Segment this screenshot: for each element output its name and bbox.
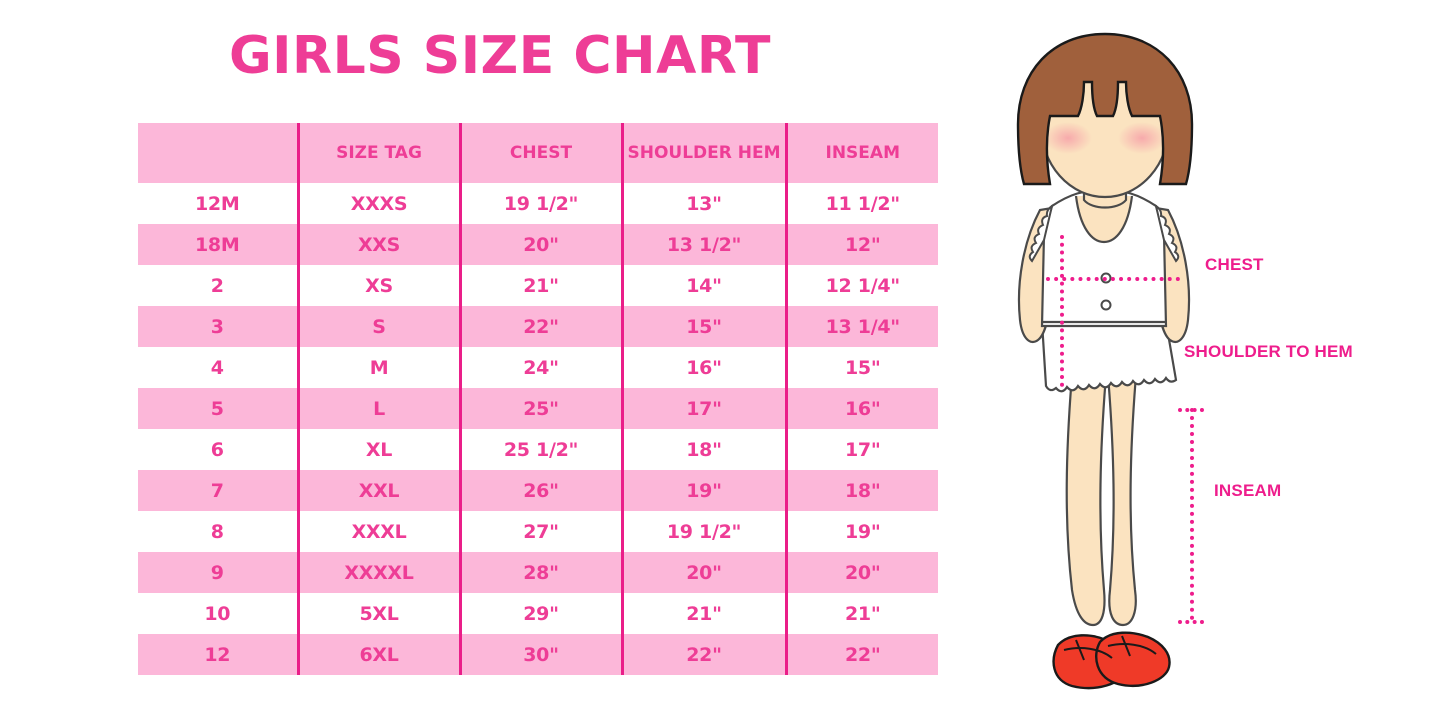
measurement-label-shoulder-to-hem: SHOULDER TO HEM (1184, 342, 1353, 361)
cell-size: 12 (138, 634, 298, 675)
cell-shoulder-hem: 16" (620, 347, 786, 388)
page-title: GIRLS SIZE CHART (229, 26, 771, 86)
cell-shoulder-hem: 13" (620, 183, 786, 224)
cell-shoulder-hem: 17" (620, 388, 786, 429)
cell-size: 8 (138, 511, 298, 552)
cell-size: 10 (138, 593, 298, 634)
cell-chest: 21" (458, 265, 622, 306)
cell-chest: 25 1/2" (458, 429, 622, 470)
table-row: 12 6XL 30" 22" 22" (138, 634, 938, 675)
cell-shoulder-hem: 19" (620, 470, 786, 511)
cell-size: 2 (138, 265, 298, 306)
cell-size-tag: XS (296, 265, 460, 306)
blush-left (1044, 122, 1092, 154)
cell-size: 5 (138, 388, 298, 429)
column-header-chest: CHEST (458, 123, 622, 183)
cell-size-tag: S (296, 306, 460, 347)
table-row: 7 XXL 26" 19" 18" (138, 470, 938, 511)
table-row: 18M XXS 20" 13 1/2" 12" (138, 224, 938, 265)
cell-inseam: 12" (784, 224, 938, 265)
cell-inseam: 19" (784, 511, 938, 552)
cell-size-tag: L (296, 388, 460, 429)
cell-inseam: 18" (784, 470, 938, 511)
cell-size: 9 (138, 552, 298, 593)
table-row: 4 M 24" 16" 15" (138, 347, 938, 388)
cell-size-tag: 6XL (296, 634, 460, 675)
table-row: 8 XXXL 27" 19 1/2" 19" (138, 511, 938, 552)
column-header-inseam: INSEAM (784, 123, 938, 183)
cell-chest: 24" (458, 347, 622, 388)
table-body: 12M XXXS 19 1/2" 13" 11 1/2" 18M XXS 20" 13 1/2"… (138, 183, 938, 675)
chest-guide-horizontal (1046, 277, 1180, 281)
table-header: SIZE TAG CHEST SHOULDER HEM INSEAM (138, 123, 938, 183)
inseam-guide-vertical (1190, 408, 1194, 620)
cell-chest: 30" (458, 634, 622, 675)
column-header-shoulder-hem: SHOULDER HEM (620, 123, 786, 183)
cell-chest: 20" (458, 224, 622, 265)
cell-inseam: 21" (784, 593, 938, 634)
cell-size-tag: XXXXL (296, 552, 460, 593)
cell-chest: 29" (458, 593, 622, 634)
table-row: 2 XS 21" 14" 12 1/4" (138, 265, 938, 306)
cell-chest: 28" (458, 552, 622, 593)
cell-size: 18M (138, 224, 298, 265)
table-row: 3 S 22" 15" 13 1/4" (138, 306, 938, 347)
column-header-size (138, 123, 298, 183)
table-row: 9 XXXXL 28" 20" 20" (138, 552, 938, 593)
cell-size-tag: XXS (296, 224, 460, 265)
cell-inseam: 13 1/4" (784, 306, 938, 347)
cell-size: 3 (138, 306, 298, 347)
button-icon (1100, 299, 1112, 311)
skirt (1040, 320, 1178, 393)
cell-shoulder-hem: 13 1/2" (620, 224, 786, 265)
cell-inseam: 16" (784, 388, 938, 429)
cell-inseam: 15" (784, 347, 938, 388)
cell-size-tag: XXL (296, 470, 460, 511)
cell-shoulder-hem: 14" (620, 265, 786, 306)
cell-size-tag: 5XL (296, 593, 460, 634)
cell-shoulder-hem: 22" (620, 634, 786, 675)
cell-chest: 25" (458, 388, 622, 429)
girl-illustration (1016, 32, 1194, 690)
table-header-row: SIZE TAG CHEST SHOULDER HEM INSEAM (138, 123, 938, 183)
cell-size: 12M (138, 183, 298, 224)
cell-size-tag: M (296, 347, 460, 388)
cell-inseam: 12 1/4" (784, 265, 938, 306)
cell-shoulder-hem: 19 1/2" (620, 511, 786, 552)
cell-size-tag: XXXL (296, 511, 460, 552)
inseam-guide-cap-top (1178, 408, 1204, 412)
table-row: 6 XL 25 1/2" 18" 17" (138, 429, 938, 470)
table-row: 12M XXXS 19 1/2" 13" 11 1/2" (138, 183, 938, 224)
cell-size: 7 (138, 470, 298, 511)
column-header-size-tag: SIZE TAG (296, 123, 460, 183)
cell-shoulder-hem: 20" (620, 552, 786, 593)
hair (1016, 32, 1194, 186)
top-garment (1028, 188, 1180, 328)
cell-shoulder-hem: 18" (620, 429, 786, 470)
size-chart-table: SIZE TAG CHEST SHOULDER HEM INSEAM 12M XX… (138, 123, 938, 675)
cell-chest: 22" (458, 306, 622, 347)
cell-size: 6 (138, 429, 298, 470)
cell-size-tag: XXXS (296, 183, 460, 224)
cell-size-tag: XL (296, 429, 460, 470)
cell-inseam: 20" (784, 552, 938, 593)
cell-chest: 26" (458, 470, 622, 511)
shoes (1052, 631, 1171, 690)
legs (1065, 373, 1138, 627)
cell-shoulder-hem: 21" (620, 593, 786, 634)
cell-inseam: 17" (784, 429, 938, 470)
measurement-label-inseam: INSEAM (1214, 481, 1282, 500)
cell-inseam: 11 1/2" (784, 183, 938, 224)
measurement-label-chest: CHEST (1205, 255, 1264, 274)
cell-chest: 19 1/2" (458, 183, 622, 224)
cell-size: 4 (138, 347, 298, 388)
table-row: 5 L 25" 17" 16" (138, 388, 938, 429)
cell-inseam: 22" (784, 634, 938, 675)
cell-shoulder-hem: 15" (620, 306, 786, 347)
table-row: 10 5XL 29" 21" 21" (138, 593, 938, 634)
shoulder-hem-guide-vertical (1060, 235, 1064, 387)
inseam-guide-cap-bottom (1178, 620, 1204, 624)
blush-right (1118, 122, 1166, 154)
cell-chest: 27" (458, 511, 622, 552)
